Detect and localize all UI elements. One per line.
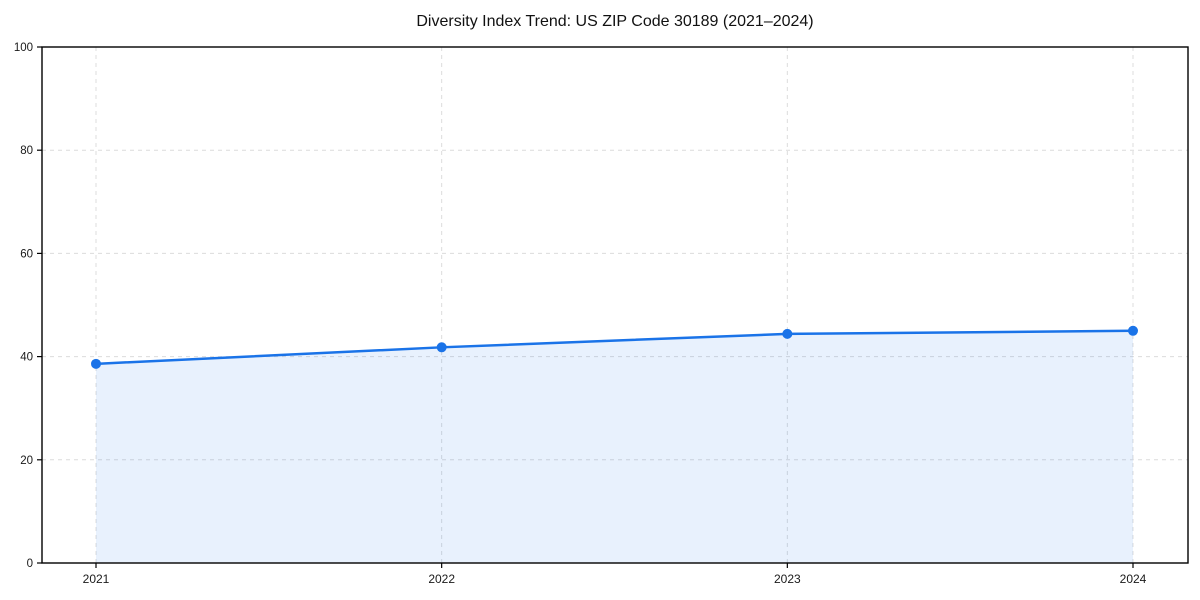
y-tick-label: 60 bbox=[20, 248, 33, 260]
data-point-2023 bbox=[782, 328, 793, 339]
y-tick-label: 80 bbox=[20, 145, 33, 157]
y-tick-label: 100 bbox=[14, 42, 33, 54]
y-tick-label: 0 bbox=[27, 558, 33, 570]
trend-line bbox=[94, 329, 1135, 366]
plot-border bbox=[41, 46, 1189, 564]
chart-title: Diversity Index Trend: US ZIP Code 30189… bbox=[416, 13, 814, 30]
data-point-2022 bbox=[436, 342, 447, 353]
x-tick-label: 2022 bbox=[428, 572, 455, 586]
y-tick-label: 20 bbox=[20, 455, 33, 467]
x-tick-label: 2021 bbox=[83, 572, 110, 586]
data-point-2021 bbox=[91, 358, 101, 369]
area-fill bbox=[96, 330, 1133, 563]
x-tick-label: 2023 bbox=[774, 572, 801, 586]
data-point-2024 bbox=[1128, 325, 1138, 336]
x-tick-label: 2024 bbox=[1120, 572, 1147, 586]
y-tick-label: 40 bbox=[20, 352, 33, 364]
